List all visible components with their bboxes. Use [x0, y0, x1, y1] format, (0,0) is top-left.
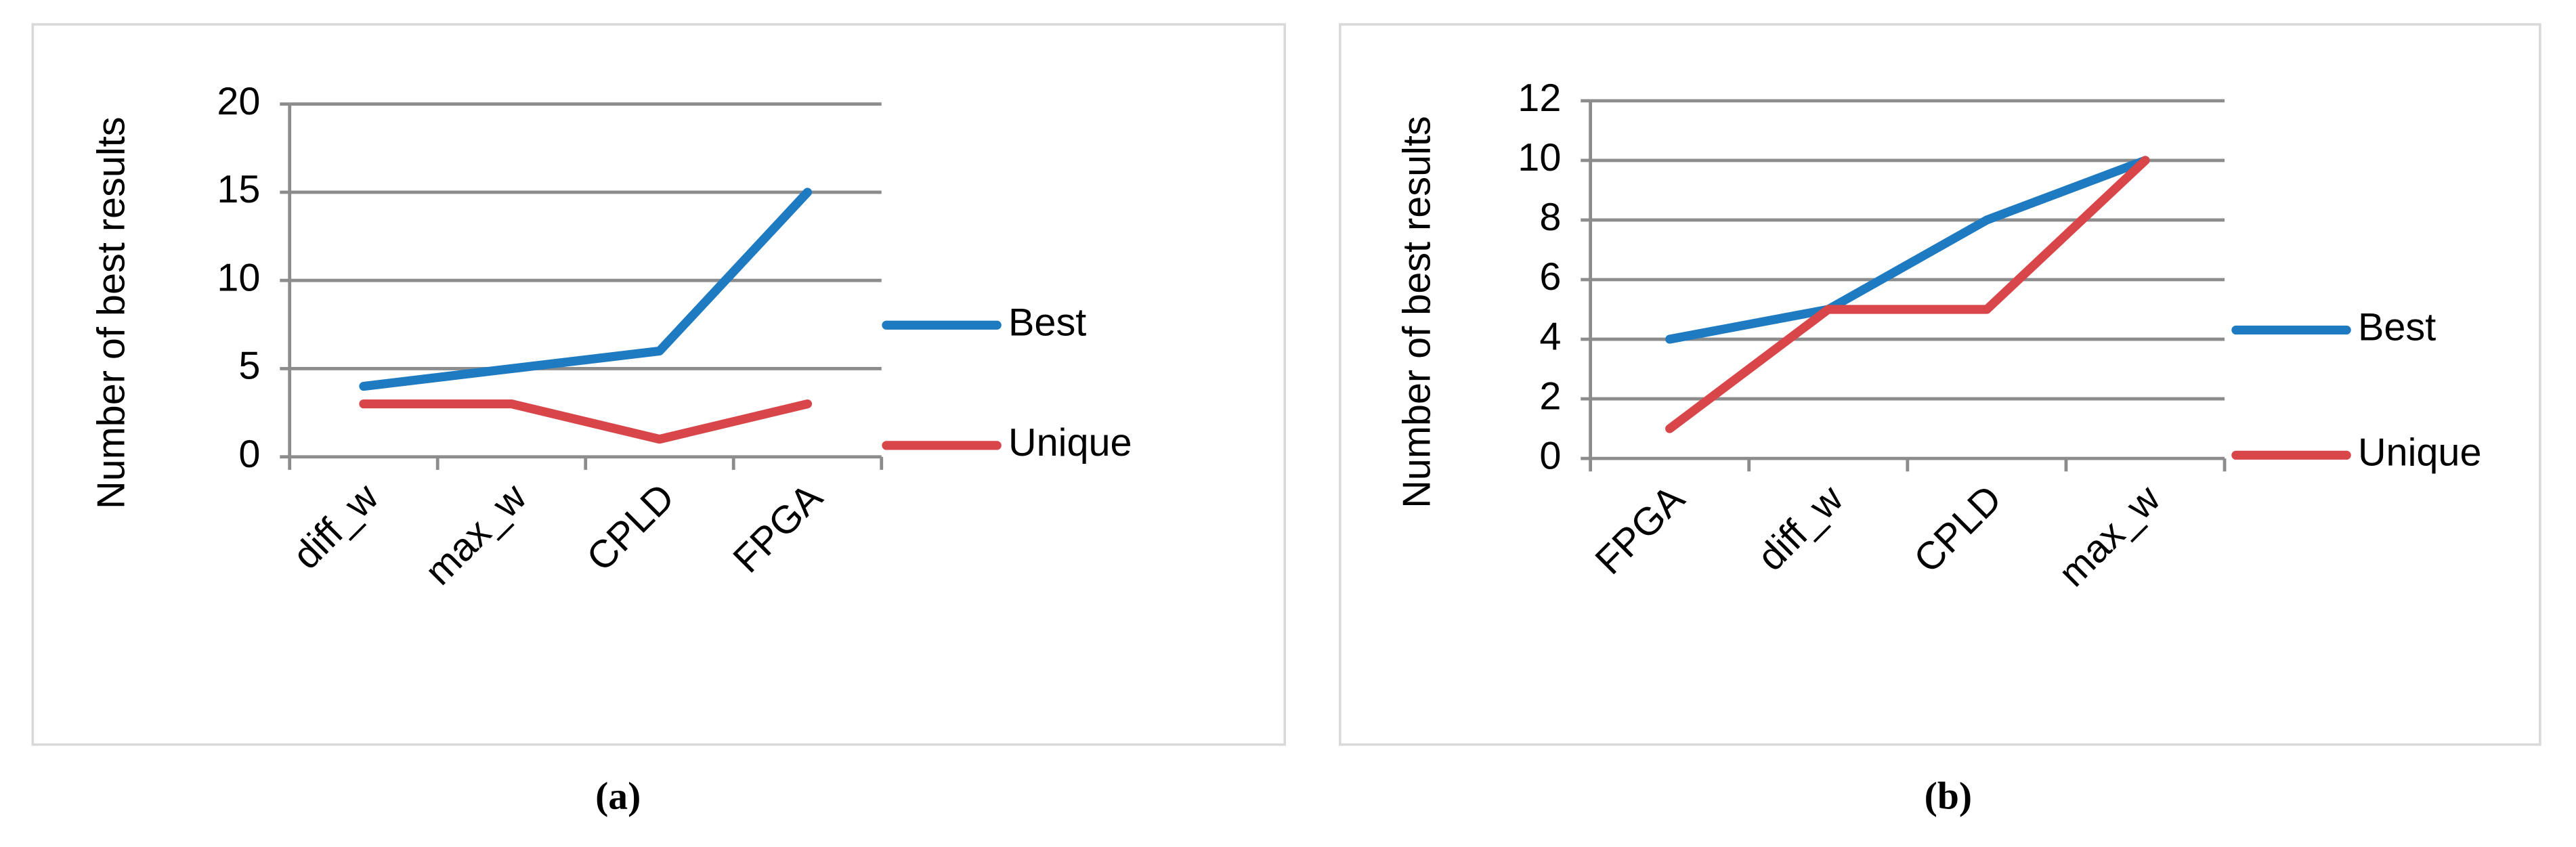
y-tick-label: 4	[1539, 315, 1561, 358]
y-tick-label: 0	[1539, 434, 1561, 477]
y-tick-label: 2	[1539, 374, 1561, 418]
y-tick-label: 10	[217, 256, 260, 299]
caption: (b)	[1925, 775, 1972, 818]
chart-border	[31, 23, 1286, 746]
y-tick-label: 0	[238, 433, 260, 476]
legend-label: Unique	[2358, 431, 2482, 475]
y-tick-label: 8	[1539, 196, 1561, 239]
series-line	[1665, 156, 2150, 433]
caption: (a)	[595, 775, 641, 818]
chart-border	[1339, 23, 2541, 746]
y-tick-label: 6	[1539, 255, 1561, 299]
y-tick-label: 20	[217, 80, 260, 123]
y-axis-label: Number of best results	[90, 116, 133, 509]
legend-label: Best	[1008, 301, 1086, 344]
y-tick-label: 10	[1518, 136, 1561, 179]
y-axis-label: Number of best results	[1396, 116, 1439, 508]
y-tick-label: 5	[238, 345, 260, 388]
legend-label: Best	[2358, 306, 2436, 349]
series-line	[1665, 156, 2150, 344]
series-line	[359, 399, 813, 444]
y-tick-label: 15	[217, 168, 260, 211]
series-line	[359, 188, 813, 391]
legend-label: Unique	[1008, 421, 1132, 464]
y-tick-label: 12	[1518, 77, 1561, 120]
